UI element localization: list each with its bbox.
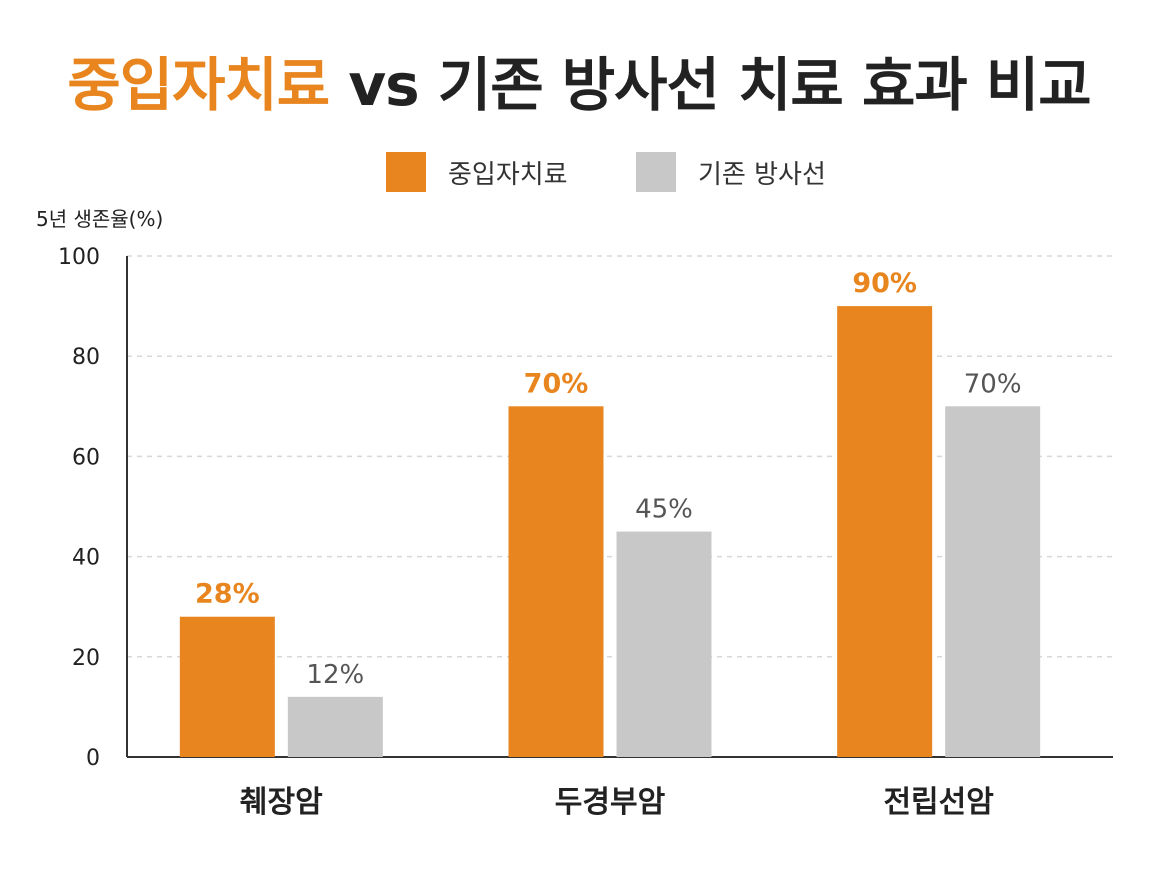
x-tick-label-0: 췌장암	[240, 785, 323, 820]
chart-title-accent: 중입자치료	[67, 51, 330, 119]
legend-swatch-heavy-ion	[386, 152, 426, 192]
bar-conventional-0	[287, 696, 383, 757]
bar-conventional-1	[616, 531, 712, 757]
y-tick-label-20: 20	[72, 646, 100, 671]
data-label-heavy-ion-2: 90%	[852, 268, 917, 299]
bar-heavy-ion-2	[837, 306, 933, 757]
y-axis-label: 5년 생존율(%)	[36, 207, 164, 231]
legend-item-heavy-ion: 중입자치료	[386, 152, 568, 192]
data-label-heavy-ion-1: 70%	[524, 368, 589, 399]
legend-label-heavy-ion: 중입자치료	[448, 159, 568, 190]
legend-swatch-conventional	[636, 152, 676, 192]
y-tick-label-0: 0	[86, 746, 100, 771]
data-label-conventional-1: 45%	[635, 495, 693, 525]
chart-title-rest: vs 기존 방사선 치료 효과 비교	[329, 51, 1091, 119]
legend: 중입자치료 기존 방사선	[0, 152, 1158, 192]
legend-label-conventional: 기존 방사선	[698, 159, 826, 190]
x-tick-label-2: 전립선암	[883, 785, 994, 820]
y-tick-label-40: 40	[72, 546, 100, 571]
y-tick-label-60: 60	[72, 445, 100, 470]
data-label-conventional-2: 70%	[964, 369, 1022, 399]
data-label-conventional-0: 12%	[306, 660, 364, 690]
bar-heavy-ion-1	[508, 406, 604, 757]
y-tick-label-100: 100	[58, 245, 100, 270]
bar-conventional-2	[945, 406, 1041, 757]
legend-item-conventional: 기존 방사선	[636, 152, 826, 192]
x-tick-label-1: 두경부암	[555, 785, 666, 820]
data-label-heavy-ion-0: 28%	[195, 579, 260, 610]
chart-title: 중입자치료 vs 기존 방사선 치료 효과 비교	[0, 38, 1158, 122]
y-tick-label-80: 80	[72, 345, 100, 370]
bar-heavy-ion-0	[179, 616, 275, 757]
